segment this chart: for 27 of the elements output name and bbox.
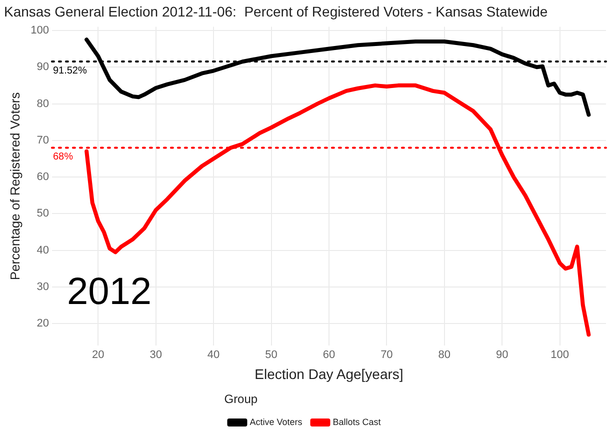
x-tick-label: 70 <box>380 349 393 362</box>
x-axis-title: Election Day Age[years] <box>254 366 404 382</box>
annotation: 2012 <box>66 271 152 314</box>
y-tick-label: 90 <box>36 61 49 74</box>
y-tick-label: 40 <box>36 244 49 256</box>
y-tick-label: 80 <box>36 98 49 110</box>
y-axis-title: Percentage of Registered Voters <box>7 92 22 280</box>
ref-line-label: 91.52% <box>52 65 87 76</box>
x-tick-label: 60 <box>322 349 336 362</box>
chart-title: Kansas General Election 2012-11-06: Percent of Registered Voters - Kansas Statewide <box>4 3 548 20</box>
x-tick-label: 80 <box>438 349 451 362</box>
legend-label: Ballots Cast <box>332 416 382 427</box>
y-tick-label: 100 <box>30 24 49 36</box>
ref-line-label: 68% <box>52 151 74 162</box>
x-tick-label: 100 <box>550 349 570 362</box>
legend-label: Active Voters <box>250 416 303 427</box>
y-tick-label: 30 <box>36 281 49 293</box>
x-tick-label: 50 <box>265 349 278 362</box>
x-tick-label: 20 <box>92 349 104 362</box>
y-tick-label: 20 <box>36 318 49 330</box>
y-tick-label: 50 <box>36 208 49 220</box>
legend-title: Group <box>224 392 258 406</box>
x-tick-label: 90 <box>496 349 508 362</box>
y-tick-label: 60 <box>36 171 49 184</box>
x-tick-label: 40 <box>207 349 220 362</box>
x-tick-label: 30 <box>150 349 162 362</box>
y-tick-label: 70 <box>36 134 49 146</box>
